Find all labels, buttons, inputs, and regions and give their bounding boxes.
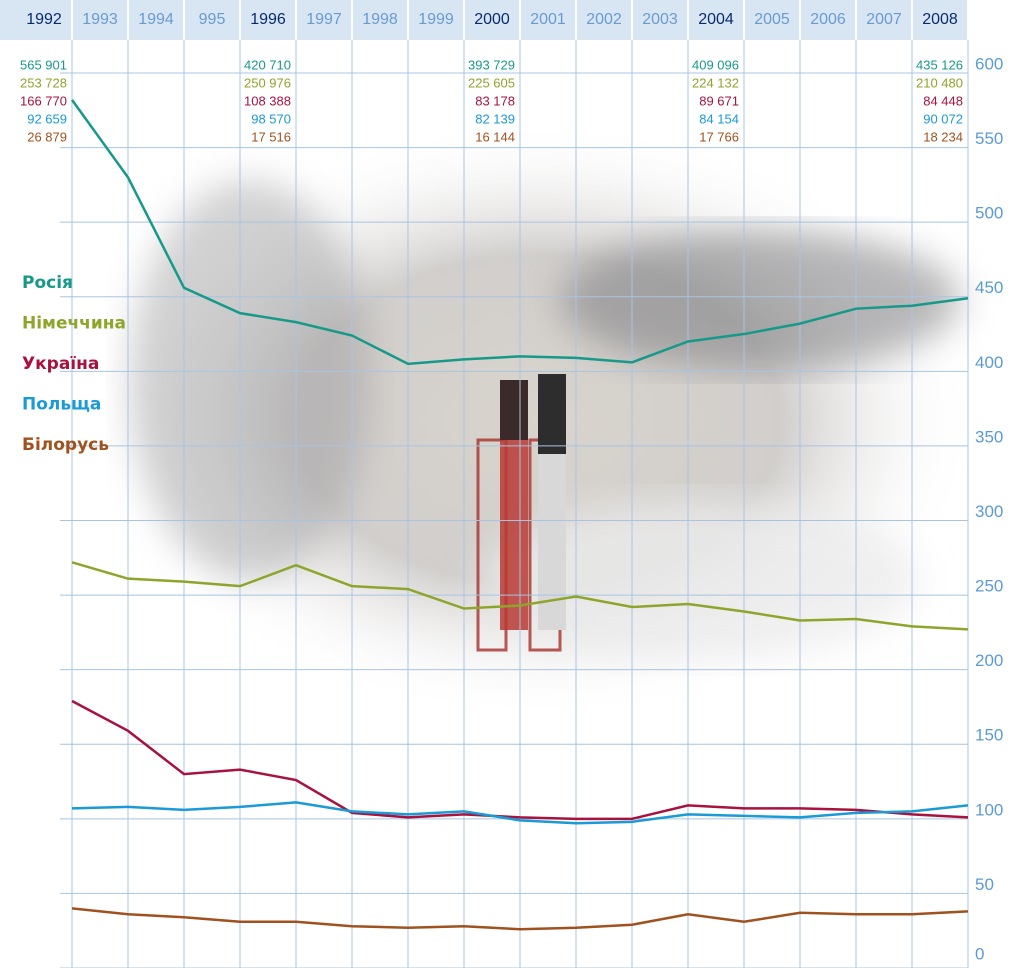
x-tick-label: 995 bbox=[199, 11, 226, 28]
annotation: 253 728 bbox=[20, 75, 67, 90]
y-tick-label: 150 bbox=[975, 726, 1003, 745]
x-tick-label: 2006 bbox=[810, 11, 846, 28]
series-line bbox=[71, 801, 969, 825]
annotation: 84 448 bbox=[923, 93, 963, 108]
series-line bbox=[71, 699, 969, 821]
x-tick-label: 1993 bbox=[82, 11, 118, 28]
y-tick-label: 600 bbox=[975, 54, 1003, 73]
y-tick-label: 350 bbox=[975, 427, 1003, 446]
x-tick-label: 2005 bbox=[754, 11, 790, 28]
x-tick-label: 2002 bbox=[586, 11, 622, 28]
header-band bbox=[0, 0, 968, 40]
annotation: 166 770 bbox=[20, 93, 67, 108]
x-tick-label: 1997 bbox=[306, 11, 342, 28]
annotation: 84 154 bbox=[699, 111, 739, 126]
legend-label: Німеччина bbox=[22, 314, 126, 334]
annotation: 225 605 bbox=[468, 75, 515, 90]
x-tick-label: 1998 bbox=[362, 11, 398, 28]
annotation: 16 144 bbox=[475, 129, 515, 144]
annotation: 18 234 bbox=[923, 129, 963, 144]
legend-label: Росія bbox=[22, 273, 73, 293]
y-tick-label: 500 bbox=[975, 204, 1003, 223]
annotation: 17 766 bbox=[699, 129, 739, 144]
y-tick-label: 0 bbox=[975, 944, 984, 963]
y-tick-label: 300 bbox=[975, 502, 1003, 521]
legend-label: Україна bbox=[22, 354, 99, 374]
x-tick-label: 1994 bbox=[138, 11, 174, 28]
x-tick-label: 2007 bbox=[866, 11, 902, 28]
y-tick-label: 450 bbox=[975, 278, 1003, 297]
y-tick-label: 250 bbox=[975, 577, 1003, 596]
y-tick-label: 200 bbox=[975, 651, 1003, 670]
annotation: 393 729 bbox=[468, 57, 515, 72]
annotation: 409 096 bbox=[692, 57, 739, 72]
annotation: 26 879 bbox=[27, 129, 67, 144]
annotation: 224 132 bbox=[692, 75, 739, 90]
x-tick-label: 1996 bbox=[250, 11, 286, 28]
series-line bbox=[70, 99, 969, 366]
annotation: 90 072 bbox=[923, 111, 963, 126]
series-line bbox=[71, 907, 969, 931]
annotation: 92 659 bbox=[27, 111, 67, 126]
annotation: 83 178 bbox=[475, 93, 515, 108]
annotation: 435 126 bbox=[916, 57, 963, 72]
x-tick-label: 1992 bbox=[26, 11, 62, 28]
x-tick-label: 2008 bbox=[922, 11, 958, 28]
y-tick-label: 550 bbox=[975, 129, 1003, 148]
annotation: 82 139 bbox=[475, 111, 515, 126]
legend-label: Білорусь bbox=[22, 435, 109, 455]
series-line bbox=[71, 561, 969, 631]
x-tick-label: 2001 bbox=[530, 11, 566, 28]
x-tick-label: 2004 bbox=[698, 11, 734, 28]
y-tick-label: 50 bbox=[975, 875, 994, 894]
annotation: 210 480 bbox=[916, 75, 963, 90]
y-tick-label: 100 bbox=[975, 800, 1003, 819]
background-photo bbox=[100, 120, 980, 720]
legend-label: Польща bbox=[22, 395, 101, 415]
annotation: 89 671 bbox=[699, 93, 739, 108]
annotation: 108 388 bbox=[244, 93, 291, 108]
annotation: 565 901 bbox=[20, 57, 67, 72]
annotation: 420 710 bbox=[244, 57, 291, 72]
y-tick-label: 400 bbox=[975, 353, 1003, 372]
annotation: 17 516 bbox=[251, 129, 291, 144]
x-tick-label: 2003 bbox=[642, 11, 678, 28]
x-tick-label: 2000 bbox=[474, 11, 510, 28]
annotation: 250 976 bbox=[244, 75, 291, 90]
annotation: 98 570 bbox=[251, 111, 291, 126]
x-tick-label: 1999 bbox=[418, 11, 454, 28]
